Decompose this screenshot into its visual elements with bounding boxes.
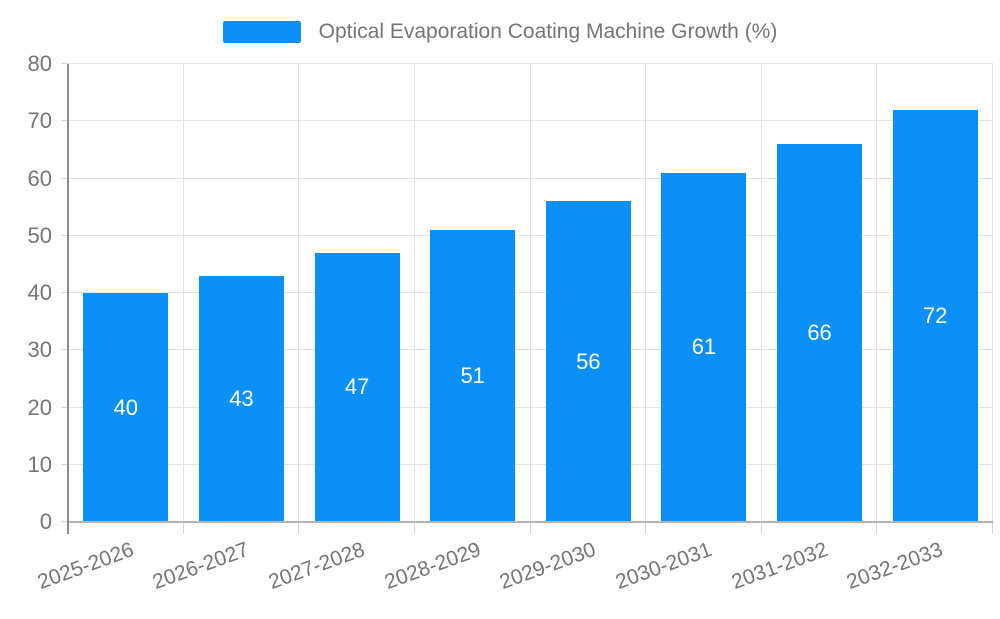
y-gridline bbox=[68, 234, 993, 236]
bar[interactable]: 72 bbox=[892, 109, 978, 522]
y-gridline bbox=[68, 63, 993, 64]
y-axis-tick bbox=[61, 177, 68, 179]
bar[interactable]: 47 bbox=[314, 252, 400, 522]
x-axis-tick bbox=[529, 522, 531, 534]
bar-value-label: 40 bbox=[113, 394, 139, 420]
x-axis-tick bbox=[760, 522, 762, 534]
bar[interactable]: 40 bbox=[83, 293, 169, 522]
bar-value-label: 51 bbox=[460, 363, 485, 388]
x-gridline bbox=[182, 64, 184, 522]
y-axis-tick bbox=[61, 63, 68, 64]
x-gridline bbox=[876, 64, 878, 522]
bar[interactable]: 56 bbox=[545, 201, 631, 522]
y-axis-line bbox=[67, 64, 69, 534]
bar-value-label: 43 bbox=[229, 385, 254, 411]
x-axis-tick bbox=[298, 522, 300, 534]
x-axis-line bbox=[68, 521, 993, 523]
x-gridline bbox=[992, 64, 993, 522]
bar-value-label: 66 bbox=[807, 320, 832, 346]
y-axis-tick-label: 40 bbox=[27, 280, 52, 305]
y-axis-tick-label: 80 bbox=[27, 51, 52, 76]
bar[interactable]: 66 bbox=[777, 144, 863, 522]
y-gridline bbox=[68, 406, 993, 408]
y-axis-tick-label: 20 bbox=[27, 394, 52, 420]
y-axis-tick-label: 0 bbox=[39, 509, 52, 534]
x-gridline bbox=[529, 64, 531, 522]
x-axis-tick bbox=[182, 522, 184, 534]
y-axis-tick bbox=[61, 463, 68, 465]
legend-item[interactable]: Optical Evaporation Coating Machine Grow… bbox=[0, 20, 1000, 44]
y-axis-tick bbox=[61, 120, 68, 122]
bar[interactable]: 61 bbox=[661, 172, 747, 522]
y-gridline bbox=[68, 463, 993, 465]
bar-value-label: 61 bbox=[691, 334, 717, 360]
y-gridline bbox=[68, 177, 993, 179]
x-gridline bbox=[413, 64, 415, 522]
x-axis-tick bbox=[413, 522, 415, 534]
y-gridline bbox=[68, 292, 993, 293]
y-axis-tick-label: 30 bbox=[27, 337, 52, 363]
y-axis-tick-label: 50 bbox=[27, 222, 52, 248]
y-axis-tick bbox=[61, 349, 68, 351]
x-axis-tick bbox=[876, 522, 878, 534]
x-axis-tick bbox=[645, 522, 647, 534]
y-axis-tick-label: 70 bbox=[27, 108, 52, 134]
y-axis-tick bbox=[61, 521, 68, 522]
x-gridline bbox=[645, 64, 647, 522]
y-axis-tick bbox=[61, 406, 68, 408]
x-gridline bbox=[298, 64, 300, 522]
legend-label: Optical Evaporation Coating Machine Grow… bbox=[318, 20, 778, 43]
y-gridline bbox=[68, 120, 993, 122]
y-axis-tick-label: 10 bbox=[27, 451, 52, 477]
bar-value-label: 72 bbox=[922, 302, 948, 328]
y-gridline bbox=[68, 349, 993, 351]
bar-value-label: 56 bbox=[576, 348, 601, 374]
bar[interactable]: 51 bbox=[430, 230, 516, 522]
bar[interactable]: 43 bbox=[198, 275, 284, 522]
x-axis-tick bbox=[992, 522, 993, 534]
y-axis-tick bbox=[61, 292, 68, 293]
bar-value-label: 47 bbox=[344, 374, 370, 400]
bar-chart: Optical Evaporation Coating Machine Grow… bbox=[0, 20, 1000, 594]
legend-swatch bbox=[222, 21, 301, 43]
y-axis-tick bbox=[61, 234, 68, 236]
x-gridline bbox=[760, 64, 762, 522]
y-axis-tick-label: 60 bbox=[27, 165, 52, 191]
